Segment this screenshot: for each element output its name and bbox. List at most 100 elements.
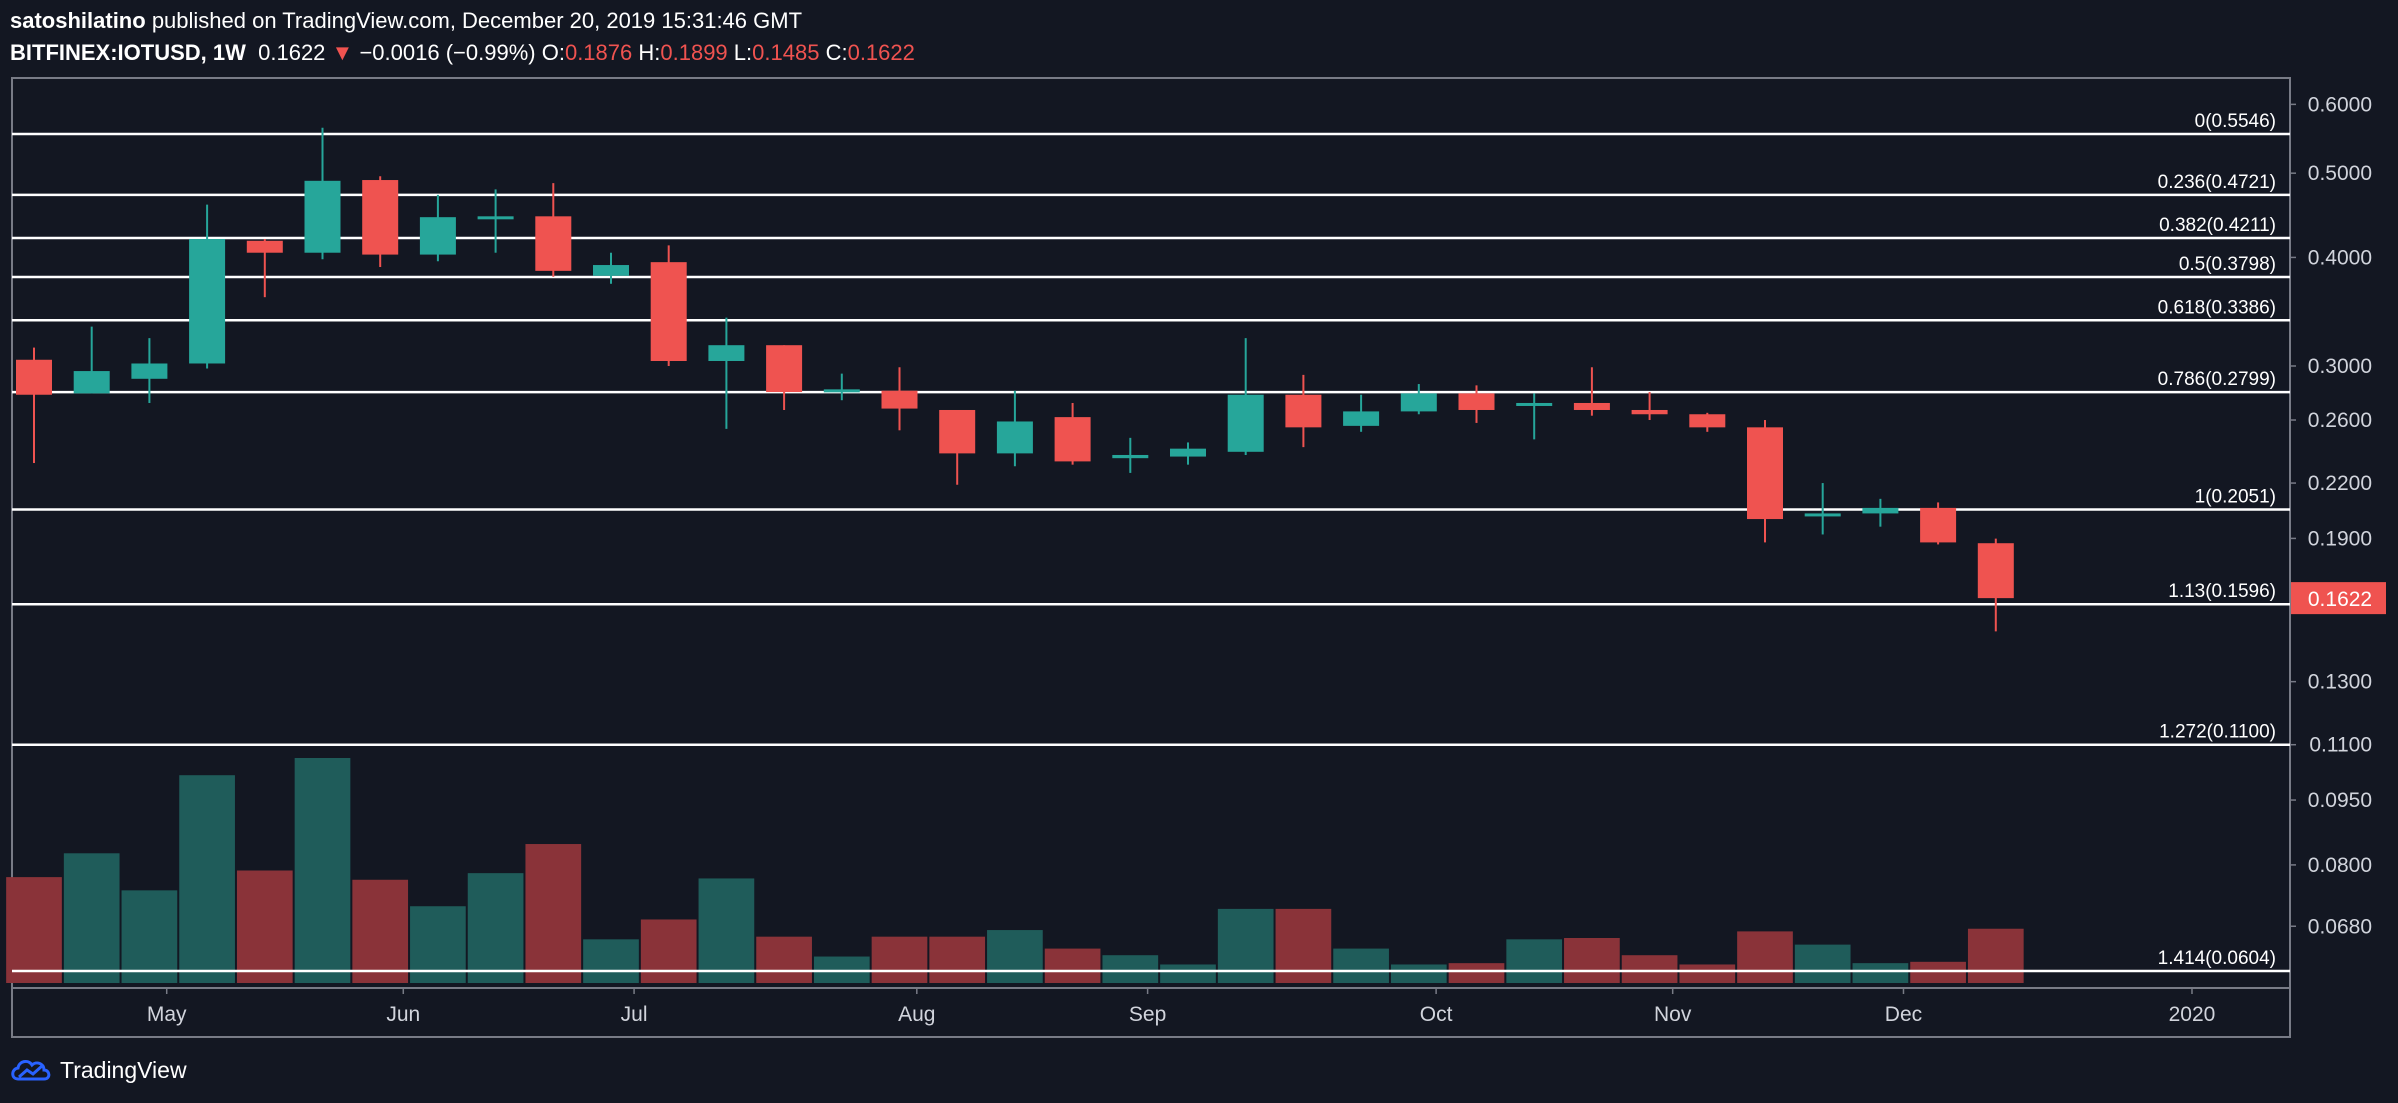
candle[interactable] xyxy=(766,345,803,410)
last-price: 0.1622 xyxy=(258,40,326,65)
candle[interactable] xyxy=(1516,393,1553,440)
close-label: C: xyxy=(825,40,848,65)
price-axis: 0.6000 0.5000 0.4000 0.3000 0.2600 0.2200 0.19… xyxy=(2290,93,2372,938)
candle[interactable] xyxy=(16,347,52,464)
volume-bar xyxy=(1102,955,1159,983)
candle-body xyxy=(1516,402,1553,406)
time-tick-label: May xyxy=(147,1003,187,1026)
candle[interactable] xyxy=(131,338,168,403)
candle[interactable] xyxy=(823,373,860,401)
candle[interactable] xyxy=(881,367,918,431)
volume-bar xyxy=(929,936,986,983)
time-tick-label: Jun xyxy=(386,1003,420,1026)
price-change: −0.0016 (−0.99%) xyxy=(359,40,536,65)
tradingview-logo[interactable]: TradingView xyxy=(10,1052,187,1088)
candle[interactable] xyxy=(535,183,572,277)
volume-bar xyxy=(1390,964,1447,983)
candle-body xyxy=(1631,409,1668,415)
fib-level-label: 1.13(0.1596) xyxy=(2168,581,2276,602)
volume-bar xyxy=(179,775,235,983)
fib-level-label: 0.618(0.3386) xyxy=(2158,297,2276,318)
candle[interactable] xyxy=(1862,498,1899,527)
volume-bar xyxy=(871,936,928,983)
volume-bar xyxy=(1737,931,1793,983)
candle-body xyxy=(1170,448,1206,457)
volume-bar xyxy=(63,853,120,983)
candle[interactable] xyxy=(650,245,687,366)
candle[interactable] xyxy=(708,317,745,429)
candle[interactable] xyxy=(996,390,1033,467)
candle-body xyxy=(189,238,226,364)
candle-body xyxy=(1920,507,1957,543)
candle[interactable] xyxy=(593,252,629,284)
candle[interactable] xyxy=(939,409,976,485)
candle[interactable] xyxy=(246,238,283,298)
candle[interactable] xyxy=(1573,367,1610,416)
candle[interactable] xyxy=(1112,437,1149,473)
price-tick-label: 0.3000 xyxy=(2308,355,2372,378)
candle[interactable] xyxy=(1458,385,1495,423)
volume-bar xyxy=(1506,939,1563,983)
time-tick-label: Dec xyxy=(1885,1003,1922,1026)
candle-body xyxy=(1343,411,1380,426)
candle-body xyxy=(304,180,341,253)
price-tick-label: 0.1300 xyxy=(2308,671,2372,694)
fib-level-label: 1.414(0.0604) xyxy=(2158,948,2276,969)
candle-body xyxy=(1285,394,1322,428)
candle-body xyxy=(1054,417,1091,462)
fib-level-label: 0.786(0.2799) xyxy=(2158,369,2276,390)
down-arrow-icon: ▼ xyxy=(331,40,354,65)
volume-bar xyxy=(640,919,697,983)
candle[interactable] xyxy=(1804,483,1841,535)
candle[interactable] xyxy=(419,194,456,262)
low-value: 0.1485 xyxy=(752,40,820,65)
candle-body xyxy=(362,180,399,255)
candle[interactable] xyxy=(1343,394,1380,432)
candle[interactable] xyxy=(1170,442,1206,465)
price-tick-label: 0.1100 xyxy=(2309,734,2372,757)
candle-body xyxy=(823,389,860,393)
last-price-badge xyxy=(2291,582,2386,615)
candle[interactable] xyxy=(362,176,399,267)
candle[interactable] xyxy=(1689,412,1726,432)
brand-name: TradingView xyxy=(60,1056,187,1083)
published-text: published on TradingView.com, December 2… xyxy=(151,8,803,33)
high-label: H: xyxy=(638,40,661,65)
candle[interactable] xyxy=(1227,338,1264,455)
fib-level-label: 0.382(0.4211) xyxy=(2159,215,2276,236)
candle-body xyxy=(1227,394,1264,452)
candle[interactable] xyxy=(1631,392,1668,421)
candle[interactable] xyxy=(73,326,110,394)
candle-body xyxy=(1458,393,1495,410)
author-name[interactable]: satoshilatino xyxy=(10,8,146,33)
candle-body xyxy=(881,390,918,409)
candle[interactable] xyxy=(1400,384,1437,415)
price-tick-label: 0.6000 xyxy=(2308,93,2372,116)
publish-info: satoshilatino published on TradingView.c… xyxy=(10,8,802,34)
candle[interactable] xyxy=(189,204,226,369)
candle[interactable] xyxy=(1920,502,1957,545)
fib-level-label: 1.272(0.1100) xyxy=(2159,722,2276,743)
open-label: O: xyxy=(541,40,565,65)
candle-body xyxy=(73,371,110,394)
candle-body xyxy=(535,216,572,271)
volume-bar xyxy=(1564,938,1620,983)
volume-bar xyxy=(525,844,582,983)
candle[interactable] xyxy=(477,189,514,253)
candle-body xyxy=(1400,393,1437,412)
candle-body xyxy=(939,409,976,454)
candle-body xyxy=(1573,402,1610,410)
candle[interactable] xyxy=(1285,374,1322,448)
price-tick-label: 0.0800 xyxy=(2308,854,2372,877)
low-label: L: xyxy=(733,40,753,65)
volume-bar xyxy=(121,890,178,983)
candle-body xyxy=(766,345,803,393)
candle[interactable] xyxy=(1977,538,2014,632)
candle[interactable] xyxy=(1054,402,1091,465)
price-tick-label: 0.5000 xyxy=(2308,162,2372,185)
candle[interactable] xyxy=(304,127,341,260)
time-tick-label: Oct xyxy=(1420,1003,1453,1026)
cloud-logo-icon xyxy=(11,1059,51,1081)
candle[interactable] xyxy=(1747,420,1783,543)
